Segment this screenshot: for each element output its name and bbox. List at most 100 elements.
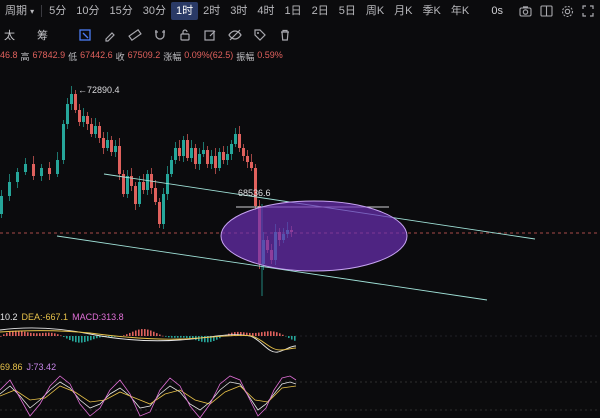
macd-histogram-bar <box>240 331 242 336</box>
macd-histogram-bar <box>54 333 56 336</box>
interval-month[interactable]: 月K <box>394 5 413 17</box>
macd-histogram-bar <box>183 336 185 338</box>
candle-body <box>98 126 101 138</box>
candle-body <box>250 162 253 168</box>
magnet-icon[interactable] <box>149 26 171 44</box>
amplitude-label: 振幅 <box>236 52 255 62</box>
macd-histogram-bar <box>282 334 284 336</box>
candle-body <box>32 164 35 176</box>
macd-histogram-bar <box>255 332 257 336</box>
interval-2d[interactable]: 2日 <box>311 5 329 17</box>
macd-histogram-bar <box>273 331 275 336</box>
macd-histogram-bar <box>246 332 248 336</box>
fullscreen-icon[interactable] <box>581 4 595 18</box>
candle-body <box>110 140 113 152</box>
kdj-d-partial: 69.86 <box>0 362 23 372</box>
macd-histogram-bar <box>66 336 68 339</box>
interval-15m[interactable]: 15分 <box>109 5 133 17</box>
candle-body <box>106 140 109 148</box>
candle-body <box>126 176 129 194</box>
ruler-icon[interactable] <box>124 26 146 44</box>
interval-bar: 周期 ▾ 5分 10分 15分 30分 1时 2时 3时 4时 1日 2日 5日… <box>0 0 600 22</box>
interval-10m[interactable]: 10分 <box>76 5 100 17</box>
camera-icon[interactable] <box>518 4 532 18</box>
candle-body <box>118 146 121 174</box>
candle-body <box>86 116 89 124</box>
interval-5m[interactable]: 5分 <box>49 5 67 17</box>
interval-1h[interactable]: 1时 <box>170 2 199 20</box>
candle-body <box>158 202 161 224</box>
interval-30m[interactable]: 30分 <box>142 5 166 17</box>
interval-4h[interactable]: 4时 <box>257 5 275 17</box>
period-dropdown[interactable]: 周期 ▾ <box>0 2 39 20</box>
macd-histogram-bar <box>279 333 281 336</box>
tag-icon[interactable] <box>249 26 271 44</box>
macd-histogram-bar <box>135 330 137 336</box>
interval-1d[interactable]: 1日 <box>284 5 302 17</box>
drawing-select-icon[interactable] <box>74 26 96 44</box>
candle-body <box>102 138 105 148</box>
macd-dif-partial: 10.2 <box>0 312 18 322</box>
macd-histogram-bar <box>141 329 143 336</box>
divider <box>41 5 43 17</box>
candle-body <box>78 110 81 122</box>
macd-histogram-bar <box>114 336 116 337</box>
interval-3h[interactable]: 3时 <box>230 5 248 17</box>
trash-icon[interactable] <box>274 26 296 44</box>
candle-body <box>246 156 249 162</box>
visibility-icon[interactable] <box>224 26 246 44</box>
macd-histogram-bar <box>87 336 89 342</box>
interval-2h[interactable]: 2时 <box>203 5 221 17</box>
candle-body <box>82 116 85 122</box>
macd-macd-value: 313.8 <box>101 312 124 322</box>
interval-quarter[interactable]: 季K <box>422 5 441 17</box>
macd-histogram-bar <box>264 331 266 336</box>
highlight-ellipse[interactable] <box>220 200 408 272</box>
open-value-partial: 46.8 <box>0 50 18 60</box>
macd-histogram-bar <box>6 332 8 336</box>
interval-week[interactable]: 周K <box>365 5 385 17</box>
macd-histogram-bar <box>126 334 128 336</box>
macd-dea-label: DEA: <box>21 312 43 322</box>
macd-histogram-bar <box>12 330 14 336</box>
trendline-lower[interactable] <box>56 235 488 301</box>
macd-histogram-bar <box>156 333 158 336</box>
layout-icon[interactable] <box>539 4 553 18</box>
macd-histogram-bar <box>45 332 47 336</box>
amplitude-value: 0.59% <box>257 50 283 60</box>
toolbar-label-2[interactable]: 筹 <box>37 30 48 42</box>
candle-body <box>198 154 201 164</box>
macd-histogram-bar <box>57 334 59 336</box>
interval-5d[interactable]: 5日 <box>338 5 356 17</box>
macd-histogram-bar <box>39 333 41 336</box>
high-label: 高 <box>20 52 30 62</box>
candle-body <box>90 124 93 134</box>
macd-legend: 10.2 DEA:-667.1 MACD:313.8 <box>0 312 124 322</box>
lock-icon[interactable] <box>174 26 196 44</box>
price-chart[interactable] <box>0 64 600 418</box>
settings-icon[interactable] <box>560 4 574 18</box>
drawing-toolbar: 太 筹 <box>0 24 600 46</box>
interval-year[interactable]: 年K <box>450 5 470 17</box>
edit-icon[interactable] <box>199 26 221 44</box>
macd-histogram-bar <box>159 334 161 336</box>
macd-histogram-bar <box>84 336 86 343</box>
macd-histogram-bar <box>78 336 80 343</box>
seconds-label[interactable]: 0s <box>491 5 503 17</box>
macd-histogram-bar <box>162 335 164 337</box>
macd-histogram-bar <box>99 336 101 338</box>
macd-dea-value: -667.1 <box>42 312 69 322</box>
macd-histogram-bar <box>123 335 125 336</box>
macd-histogram-bar <box>234 332 236 336</box>
macd-histogram-bar <box>204 336 206 343</box>
candle-body <box>186 140 189 158</box>
macd-histogram-bar <box>174 336 176 338</box>
macd-histogram-bar <box>96 336 98 339</box>
arrow-left-icon: ← <box>78 85 87 95</box>
toolbar-label-1[interactable]: 太 <box>4 30 15 42</box>
close-label: 收 <box>115 52 125 62</box>
macd-histogram-bar <box>276 332 278 336</box>
candle-body <box>138 182 141 204</box>
kdj-legend: 69.86 J:73.42 <box>0 362 56 372</box>
brush-icon[interactable] <box>99 26 121 44</box>
